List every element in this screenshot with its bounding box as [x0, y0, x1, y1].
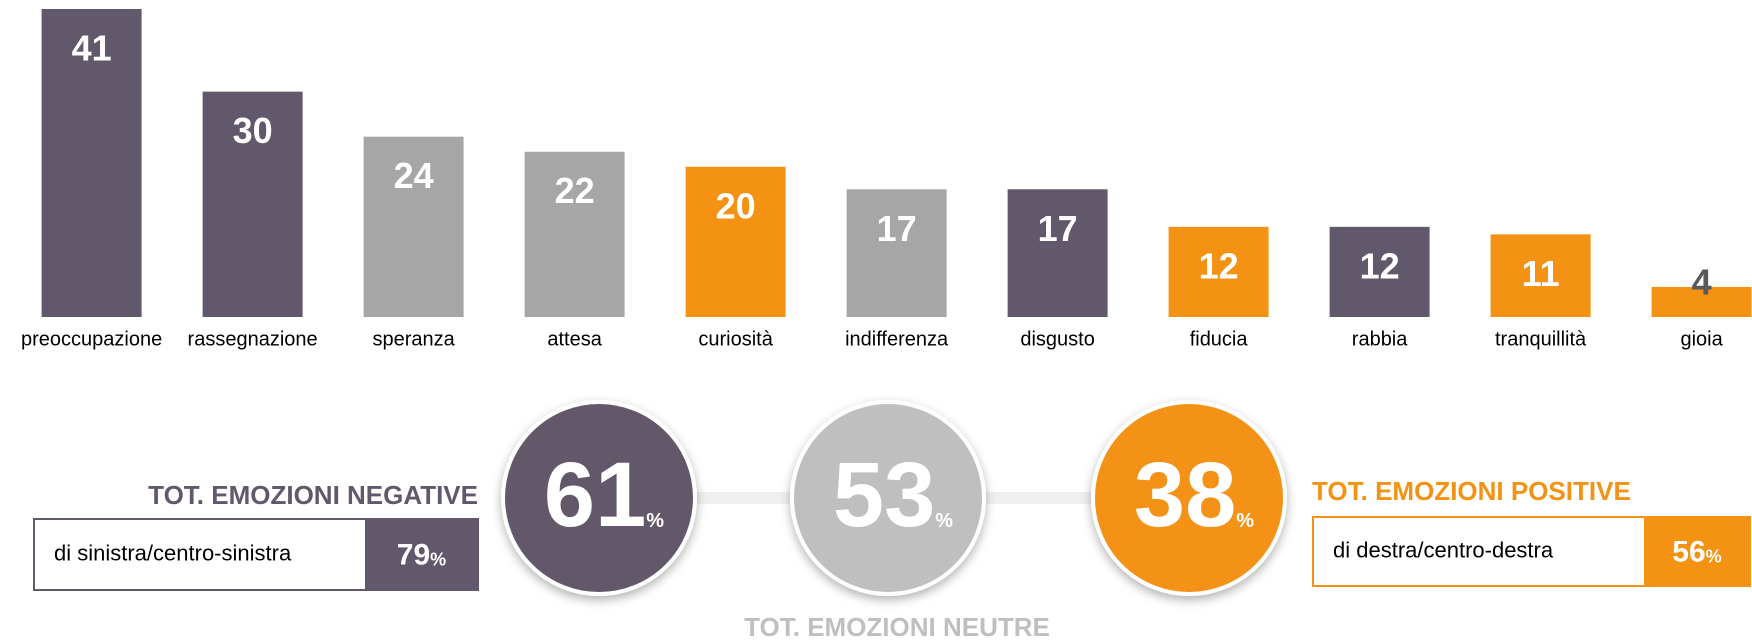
summary-number: 38 [1134, 444, 1236, 546]
bar [1329, 226, 1430, 317]
summary-unit: % [1236, 510, 1254, 532]
bar [1168, 226, 1269, 317]
value-label: 20 [716, 185, 756, 226]
value-label: 11 [1522, 253, 1560, 294]
sub-number: 56 [1672, 535, 1705, 568]
summary-label: TOT. EMOZIONI NEUTRE [744, 612, 1050, 642]
bar [846, 189, 947, 317]
summary-circle [790, 400, 986, 596]
value-label: 4 [1692, 261, 1712, 302]
category-label: attesa [547, 328, 602, 350]
category-label: indifferenza [845, 328, 949, 350]
value-label: 22 [555, 170, 595, 211]
value-label: 17 [877, 208, 917, 249]
sub-label: di sinistra/centro-sinistra [54, 540, 292, 565]
bar [1490, 234, 1591, 317]
value-label: 41 [72, 28, 112, 69]
value-label: 24 [394, 155, 434, 196]
category-label: tranquillità [1495, 328, 1587, 350]
value-label: 30 [233, 110, 273, 151]
value-label: 12 [1360, 245, 1400, 286]
summary-unit: % [935, 510, 953, 532]
summary-number: 61 [544, 444, 646, 546]
category-label: preoccupazione [21, 328, 162, 350]
sub-value: 56% [1672, 535, 1721, 568]
category-label: rabbia [1352, 328, 1408, 350]
category-label: gioia [1680, 328, 1723, 350]
summary-value: 53% [833, 444, 953, 546]
bar [41, 9, 142, 317]
summary-circle [501, 400, 697, 596]
bar [202, 91, 303, 317]
category-label: fiducia [1190, 328, 1249, 350]
sub-number: 79 [397, 538, 430, 571]
summary-number: 53 [833, 444, 935, 546]
category-label: speranza [372, 328, 455, 350]
value-label: 12 [1199, 245, 1239, 286]
bar [524, 151, 625, 317]
summary-value: 38% [1134, 444, 1254, 546]
bar [363, 136, 464, 317]
sub-box-fill [365, 519, 478, 590]
summary-unit: % [646, 510, 664, 532]
summary-value: 61% [544, 444, 664, 546]
sub-label: di destra/centro-destra [1333, 537, 1554, 562]
sub-box-fill [1644, 517, 1750, 586]
sub-unit: % [1706, 546, 1722, 566]
category-label: disgusto [1020, 328, 1095, 350]
bar [685, 166, 786, 317]
bar [1007, 189, 1108, 317]
summary-label: TOT. EMOZIONI NEGATIVE [148, 480, 478, 510]
bar [1651, 286, 1752, 317]
category-label: curiosità [698, 328, 773, 350]
value-label: 17 [1038, 208, 1078, 249]
sub-unit: % [430, 549, 446, 569]
sub-value: 79% [397, 538, 446, 571]
summary-circle [1091, 400, 1287, 596]
category-label: rassegnazione [188, 328, 318, 350]
summary-label: TOT. EMOZIONI POSITIVE [1312, 476, 1631, 506]
